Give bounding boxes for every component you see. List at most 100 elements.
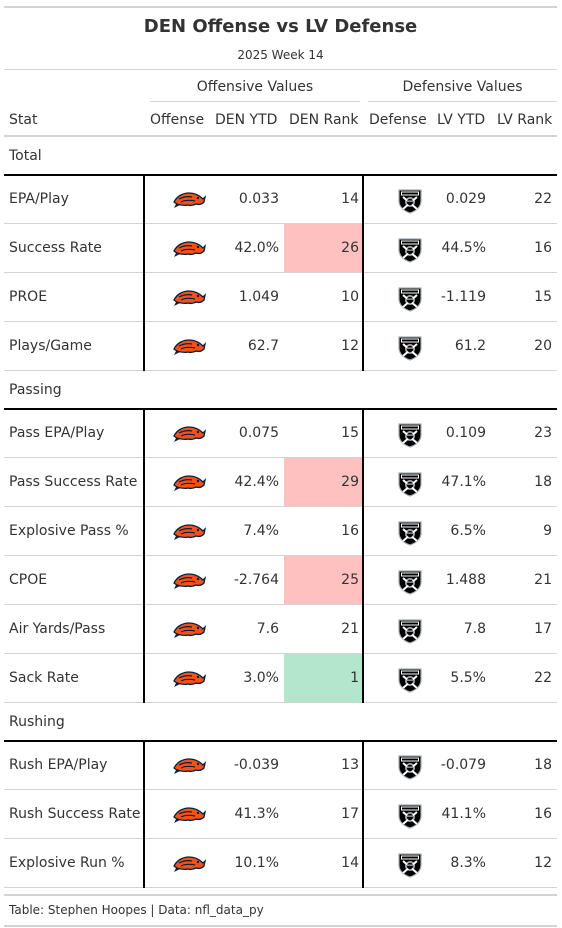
den-rank-cell: 16 xyxy=(341,523,359,539)
row-divider xyxy=(4,838,557,839)
lv-ytd-cell: 1.488 xyxy=(445,572,486,588)
lv-rank-cell: 15 xyxy=(534,289,552,305)
den-rank-cell: 1 xyxy=(350,670,359,686)
table-title: DEN Offense vs LV Defense xyxy=(143,16,418,37)
den-ytd-cell: -2.764 xyxy=(233,572,279,588)
den-rank-cell: 12 xyxy=(341,338,359,354)
broncos-logo-icon xyxy=(172,667,207,689)
den-rank-cell: 26 xyxy=(341,240,359,256)
column-header-lv-rank: LV Rank xyxy=(497,112,553,128)
lv-rank-cell: 22 xyxy=(534,670,552,686)
offense-column-rule xyxy=(143,409,145,703)
den-ytd-cell: 41.3% xyxy=(234,806,279,822)
row-divider xyxy=(4,321,557,322)
den-ytd-cell: 42.4% xyxy=(234,474,279,490)
defense-column-rule xyxy=(362,741,364,888)
raiders-logo-icon xyxy=(396,235,424,263)
lv-ytd-cell: 7.8 xyxy=(463,621,486,637)
column-header-offense: Offense xyxy=(150,112,205,128)
raiders-logo-icon xyxy=(396,420,424,448)
broncos-logo-icon xyxy=(172,569,207,591)
broncos-logo-icon xyxy=(172,335,207,357)
stat-cell: Pass Success Rate xyxy=(9,474,138,490)
broncos-logo-icon xyxy=(172,803,207,825)
stat-cell: Explosive Pass % xyxy=(9,523,129,539)
stat-cell: Success Rate xyxy=(9,240,102,256)
broncos-logo-icon xyxy=(172,618,207,640)
den-rank-cell: 17 xyxy=(341,806,359,822)
den-rank-cell: 10 xyxy=(341,289,359,305)
table-row: Rush EPA/Play -0.039 13 -0.079 18 xyxy=(4,741,557,789)
row-divider xyxy=(4,789,557,790)
broncos-logo-icon xyxy=(172,422,207,444)
lv-ytd-cell: 8.3% xyxy=(450,855,486,871)
spanner-offensive-values: Offensive Values xyxy=(196,79,314,95)
den-ytd-cell: -0.039 xyxy=(233,757,279,773)
row-divider xyxy=(4,702,557,703)
raiders-logo-icon xyxy=(396,567,424,595)
row-divider xyxy=(4,653,557,654)
raiders-logo-icon xyxy=(396,469,424,497)
raiders-logo-icon xyxy=(396,801,424,829)
row-group-label: Rushing xyxy=(9,714,65,730)
lv-ytd-cell: 6.5% xyxy=(450,523,486,539)
spanner-offensive-rule xyxy=(150,101,360,102)
row-group-divider xyxy=(4,408,557,410)
lv-ytd-cell: 5.5% xyxy=(450,670,486,686)
lv-ytd-cell: 61.2 xyxy=(454,338,486,354)
table-row: CPOE -2.764 25 1.488 21 xyxy=(4,556,557,604)
column-header-lv-ytd: LV YTD xyxy=(437,112,486,128)
top-border xyxy=(4,6,557,8)
row-divider xyxy=(4,370,557,371)
column-header-bottom-border xyxy=(4,135,557,137)
spanner-defensive-values: Defensive Values xyxy=(402,79,523,95)
den-ytd-cell: 10.1% xyxy=(234,855,279,871)
stat-cell: Sack Rate xyxy=(9,670,79,686)
broncos-logo-icon xyxy=(172,852,207,874)
lv-rank-cell: 17 xyxy=(534,621,552,637)
den-ytd-cell: 0.075 xyxy=(238,425,279,441)
den-ytd-cell: 42.0% xyxy=(234,240,279,256)
raiders-logo-icon xyxy=(396,518,424,546)
table-row: Sack Rate 3.0% 1 5.5% 22 xyxy=(4,654,557,702)
row-divider xyxy=(4,457,557,458)
den-rank-cell: 21 xyxy=(341,621,359,637)
lv-rank-cell: 12 xyxy=(534,855,552,871)
row-group-divider xyxy=(4,174,557,176)
table-row: Air Yards/Pass 7.6 21 7.8 17 xyxy=(4,605,557,653)
stat-cell: Rush EPA/Play xyxy=(9,757,108,773)
lv-ytd-cell: 0.109 xyxy=(445,425,486,441)
broncos-logo-icon xyxy=(172,471,207,493)
row-group-label: Passing xyxy=(9,382,62,398)
broncos-logo-icon xyxy=(172,754,207,776)
lv-rank-cell: 18 xyxy=(534,474,552,490)
broncos-logo-icon xyxy=(172,237,207,259)
row-divider xyxy=(4,223,557,224)
den-ytd-cell: 7.4% xyxy=(243,523,279,539)
table-row: EPA/Play 0.033 14 0.029 22 xyxy=(4,175,557,223)
broncos-logo-icon xyxy=(172,520,207,542)
den-ytd-cell: 62.7 xyxy=(247,338,279,354)
lv-rank-cell: 16 xyxy=(534,240,552,256)
defense-column-rule xyxy=(362,409,364,703)
row-divider xyxy=(4,604,557,605)
lv-ytd-cell: 47.1% xyxy=(441,474,486,490)
den-ytd-cell: 7.6 xyxy=(256,621,279,637)
den-ytd-cell: 3.0% xyxy=(243,670,279,686)
stat-cell: EPA/Play xyxy=(9,191,69,207)
rank-highlight-bad xyxy=(284,458,364,506)
table-row: Pass EPA/Play 0.075 15 0.109 23 xyxy=(4,409,557,457)
column-header-stat: Stat xyxy=(9,112,38,128)
raiders-logo-icon xyxy=(396,850,424,878)
lv-ytd-cell: -1.119 xyxy=(440,289,486,305)
raiders-logo-icon xyxy=(396,333,424,361)
table-row: Pass Success Rate 42.4% 29 47.1% 18 xyxy=(4,458,557,506)
header-divider xyxy=(4,69,557,70)
row-divider xyxy=(4,506,557,507)
table-row: Success Rate 42.0% 26 44.5% 16 xyxy=(4,224,557,272)
raiders-logo-icon xyxy=(396,186,424,214)
spanner-defensive-rule xyxy=(368,101,557,102)
stat-cell: Air Yards/Pass xyxy=(9,621,106,637)
raiders-logo-icon xyxy=(396,284,424,312)
